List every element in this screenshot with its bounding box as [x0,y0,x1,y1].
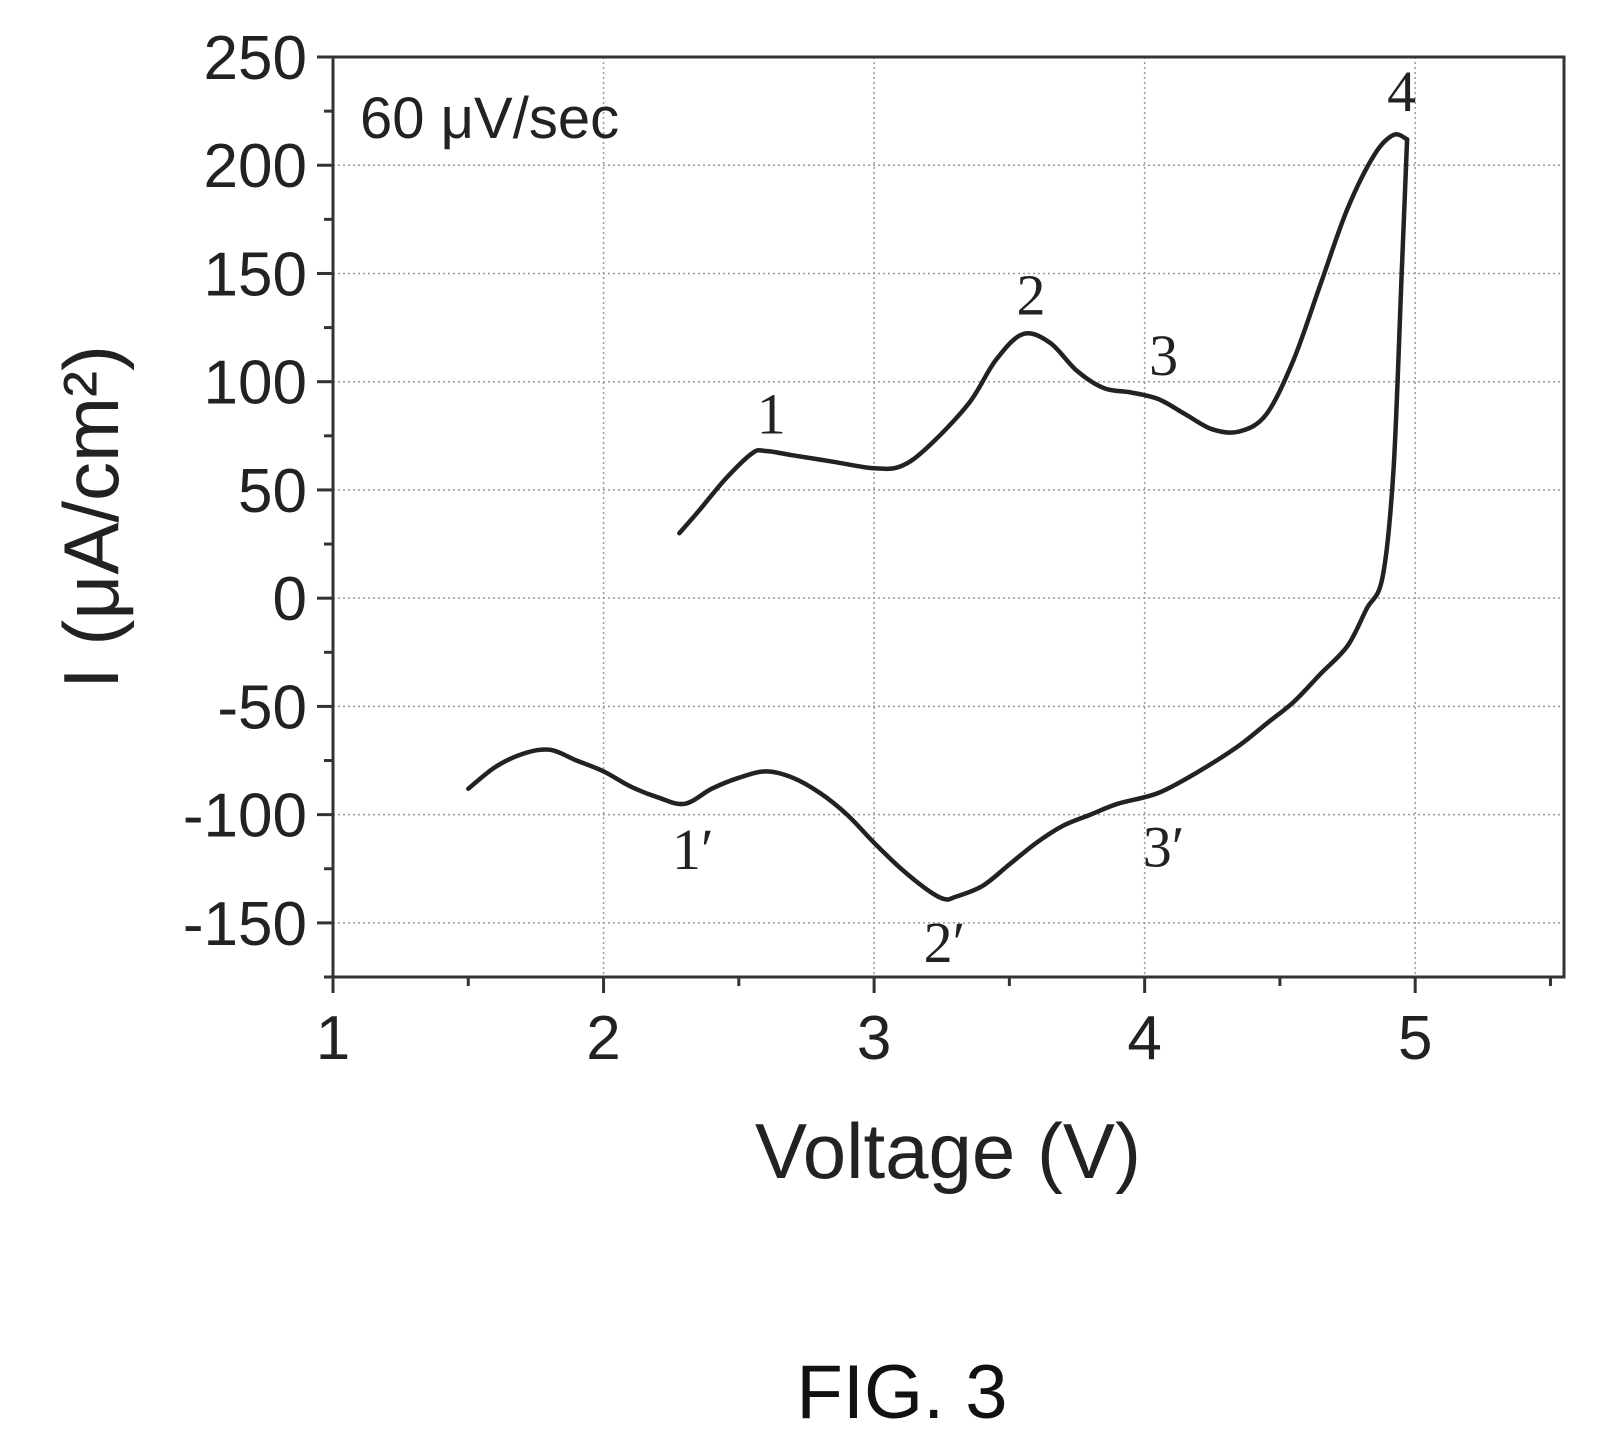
y-axis-title: I (μA/cm²) [47,345,135,689]
y-tick-label: -150 [183,890,307,959]
peak-label: 1′ [672,817,714,882]
peak-label: 2 [1017,263,1046,328]
peak-labels: 1 2 3 4 1′ 2′ 3′ [672,59,1416,975]
figure-caption: FIG. 3 [796,1350,1007,1435]
x-tick-label: 4 [1127,1004,1161,1073]
y-tick-label: 50 [238,457,307,526]
cathodic-scan-line [466,137,1410,902]
peak-label: 2′ [924,910,966,975]
x-axis-title: Voltage (V) [755,1107,1141,1195]
scan-rate-annotation: 60 μV/sec [360,86,619,151]
grid-lines [332,56,1564,977]
y-tick-label: 150 [204,240,307,309]
series-layer [466,132,1410,902]
x-tick-label: 1 [316,1004,350,1073]
peak-label: 3′ [1143,815,1185,880]
plot-frame [331,55,1566,979]
x-tick-label: 2 [586,1004,620,1073]
anodic-scan-line [677,132,1410,536]
x-tick-label: 3 [857,1004,891,1073]
peak-label: 4 [1387,59,1416,124]
y-tick-label: 100 [204,349,307,418]
peak-label: 3 [1149,323,1178,388]
y-tick-label: 250 [204,24,307,93]
x-tick-label: 5 [1398,1004,1432,1073]
peak-label: 1 [757,382,786,447]
axis-ticks [317,55,1552,993]
y-tick-label: 200 [204,132,307,201]
tick-labels: 1 2 3 4 5 250 200 150 100 50 0 -50 -100 -150 [183,24,1433,1073]
y-tick-label: -50 [217,673,307,742]
y-tick-label: -100 [183,782,307,851]
y-tick-label: 0 [273,565,307,634]
